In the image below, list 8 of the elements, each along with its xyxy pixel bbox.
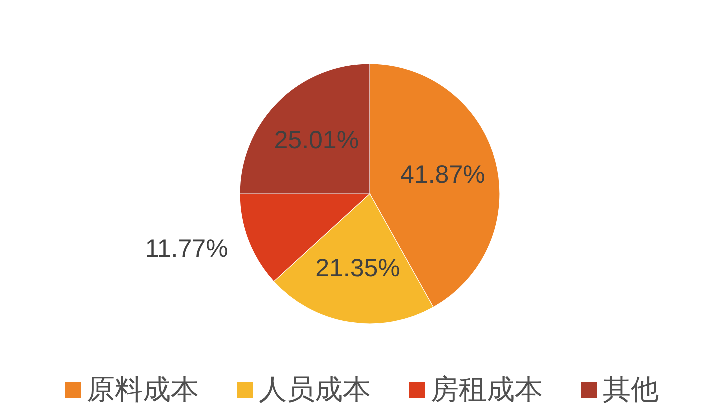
data-label: 25.01% — [274, 126, 360, 155]
data-label: 21.35% — [316, 254, 400, 282]
data-label: 11.77% — [145, 235, 228, 264]
legend-label: 人员成本 — [259, 374, 371, 406]
legend-label: 原料成本 — [87, 374, 199, 406]
legend-label: 房租成本 — [431, 374, 543, 406]
legend-label: 其他 — [603, 374, 659, 406]
data-label: 41.87% — [400, 160, 486, 189]
